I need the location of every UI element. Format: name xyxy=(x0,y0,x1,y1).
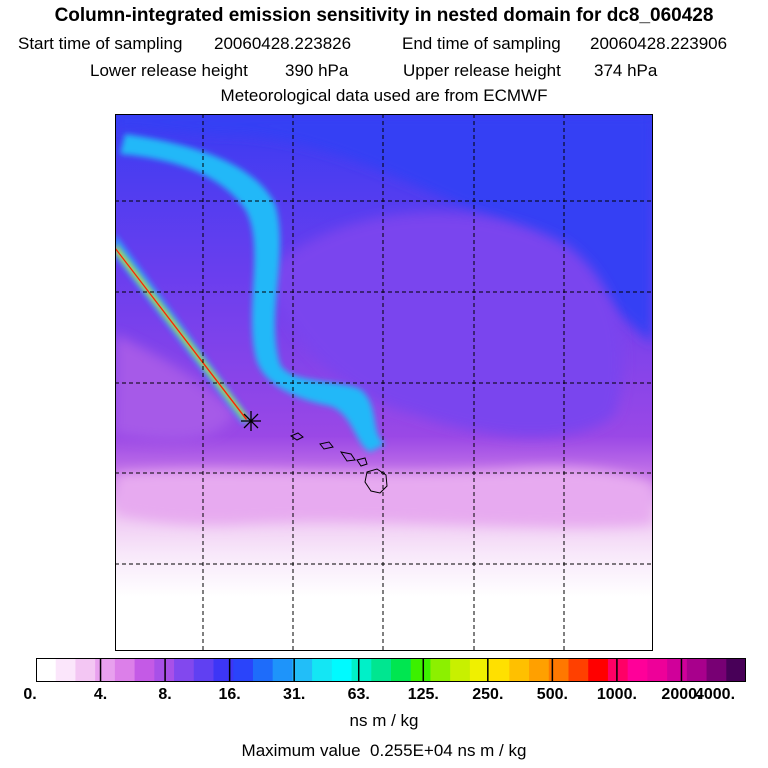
start-time-label: Start time of sampling xyxy=(18,34,183,53)
met-data-line: Meteorological data used are from ECMWF xyxy=(220,86,548,105)
end-time-label: End time of sampling xyxy=(402,34,561,53)
max-value-label: Maximum value xyxy=(241,741,361,760)
emission-sensitivity-map xyxy=(115,114,653,651)
color-scale-cell xyxy=(114,658,136,682)
color-scale-cell xyxy=(568,658,589,682)
color-scale-cell xyxy=(213,658,234,682)
color-scale-tick-label: 63. xyxy=(347,686,370,703)
color-scale-bar xyxy=(36,658,746,682)
color-scale-cell xyxy=(726,658,746,682)
color-scale-cell xyxy=(469,658,491,682)
color-scale-tick-label: 1000. xyxy=(596,686,637,703)
pink-haze xyxy=(115,467,653,527)
color-scale-tick-label: 0. xyxy=(23,686,37,703)
max-value: 0.255E+04 ns m / kg xyxy=(370,741,527,760)
color-scale-tick-label: 125. xyxy=(407,686,439,703)
color-scale-cell xyxy=(450,658,471,682)
coastline xyxy=(289,432,388,494)
color-scale-cell xyxy=(430,658,451,682)
color-scale-cell xyxy=(371,658,392,682)
units-label: ns m / kg xyxy=(349,711,419,730)
color-scale-cell xyxy=(75,658,96,682)
color-scale-tick-label: 16. xyxy=(218,686,241,703)
color-scale-cell xyxy=(529,658,550,682)
color-scale-cell xyxy=(331,658,353,682)
color-scale-tick-label: 4000. xyxy=(694,686,736,703)
map-frame xyxy=(115,114,653,651)
color-scale-cell xyxy=(607,658,629,682)
color-scale-cell xyxy=(95,658,116,682)
color-scale-tick-label: 500. xyxy=(536,686,568,703)
color-scale-cell xyxy=(252,658,274,682)
purple-dome xyxy=(265,212,623,437)
color-scale-cell xyxy=(509,658,530,682)
color-scale-tick-label: 8. xyxy=(158,686,172,703)
color-scale-cell xyxy=(36,658,57,682)
color-scale-tick-label: 250. xyxy=(472,686,504,703)
color-scale-cell xyxy=(233,658,254,682)
plume-middle xyxy=(115,244,248,421)
upper-blue-band xyxy=(115,114,653,344)
color-scale-cell xyxy=(548,658,570,682)
color-scale-cell xyxy=(686,658,708,682)
max-value-line: Maximum value 0.255E+04 ns m / kg xyxy=(0,741,768,761)
color-scale-cell xyxy=(292,658,313,682)
color-scale-cell xyxy=(647,658,668,682)
upper-release-value: 374 hPa xyxy=(594,61,658,80)
color-scale-cell xyxy=(193,658,215,682)
color-scale-tick-label: 2000. xyxy=(661,686,702,703)
color-scale-tick-label: 31. xyxy=(283,686,306,703)
lat-lon-grid xyxy=(115,114,653,651)
color-scale-cell xyxy=(410,658,432,682)
color-scale-cell xyxy=(489,658,510,682)
lower-release-value: 390 hPa xyxy=(285,61,349,80)
color-scale-cell xyxy=(351,658,372,682)
color-scale-cell xyxy=(391,658,412,682)
upper-release-label: Upper release height xyxy=(403,61,561,80)
color-scale-cell xyxy=(174,658,195,682)
end-time-value: 20060428.223906 xyxy=(590,34,728,53)
release-point-icon xyxy=(241,411,261,431)
color-scale-cell xyxy=(588,658,609,682)
color-scale-tick-label: 4. xyxy=(93,686,108,703)
lower-release-label: Lower release height xyxy=(90,61,248,80)
lavender-region xyxy=(115,334,235,440)
start-time-value: 20060428.223826 xyxy=(214,34,352,53)
color-scale-cell xyxy=(134,658,155,682)
plume-outer xyxy=(115,234,250,424)
map-title: Column-integrated emission sensitivity i… xyxy=(54,5,714,26)
color-scale-cell xyxy=(667,658,688,682)
color-scale-cell xyxy=(627,658,648,682)
color-scale-cell xyxy=(55,658,77,682)
plume-core xyxy=(115,247,247,420)
color-scale-cell xyxy=(272,658,293,682)
color-scale-cell xyxy=(706,658,727,682)
color-scale-cell xyxy=(312,658,333,682)
cyan-band xyxy=(120,134,385,452)
